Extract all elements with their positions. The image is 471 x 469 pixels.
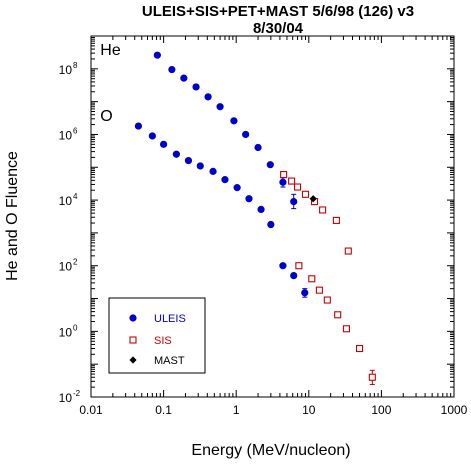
legend-marker-uleis: [129, 314, 137, 322]
data-point-uleis: [290, 272, 298, 280]
data-point-sis: [344, 247, 352, 255]
series-mast-he: [309, 195, 317, 203]
series-uleis-o: [134, 122, 309, 298]
y-tick-label-exponent: 6: [73, 126, 78, 135]
data-point-uleis: [148, 132, 156, 140]
data-point-uleis: [160, 140, 168, 148]
data-point-uleis: [301, 289, 309, 297]
data-point-uleis: [233, 184, 241, 192]
x-tick-label: 1000: [441, 403, 468, 417]
legend-marker-sis: [129, 336, 137, 344]
y-axis-label: He and O Fluence: [4, 151, 21, 281]
data-point-uleis: [168, 65, 176, 74]
x-tick-label: 1: [233, 403, 240, 417]
data-point-mast: [309, 195, 317, 203]
data-point-sis: [323, 296, 331, 304]
y-tick-label-base: 10: [59, 194, 73, 208]
annotation-o: O: [100, 108, 112, 125]
legend-box: [108, 297, 206, 374]
data-point-sis: [319, 206, 327, 214]
data-point-sis: [332, 216, 340, 224]
data-point-uleis: [221, 176, 229, 184]
data-point-uleis: [134, 122, 143, 130]
legend-label-uleis: ULEIS: [154, 313, 186, 325]
data-point-sis: [280, 171, 288, 179]
legend-marker-mast: [129, 356, 137, 364]
data-point-uleis: [196, 162, 204, 170]
data-point-uleis: [266, 161, 274, 169]
y-tick-label: 10 4: [59, 192, 78, 208]
x-tick-label: 10: [302, 403, 316, 417]
data-point-uleis: [245, 195, 253, 203]
data-point-sis: [342, 325, 350, 333]
y-tick-label: 10 0: [59, 323, 78, 339]
plot-frame: [90, 35, 455, 398]
data-point-sis: [368, 373, 376, 381]
data-point-uleis: [230, 117, 238, 125]
data-marks: [134, 51, 376, 386]
series-uleis-he: [153, 51, 298, 210]
x-axis-label: Energy (MeV/nucleon): [191, 442, 350, 459]
data-point-uleis: [192, 83, 200, 91]
y-axis-ticks: [91, 37, 454, 398]
annotation-he: He: [100, 42, 121, 59]
data-point-sis: [355, 344, 364, 353]
data-point-sis: [288, 177, 296, 185]
legend: ULEIS SIS MAST: [108, 297, 206, 374]
x-tick-label: 0.1: [155, 403, 172, 417]
y-tick-label-exponent: 0: [73, 323, 78, 332]
data-point-uleis: [242, 130, 250, 139]
y-tick-label-base: 10: [59, 325, 73, 339]
series-sis-o: [295, 262, 376, 386]
data-point-sis: [301, 190, 310, 198]
y-tick-label: 10 2: [59, 258, 78, 274]
y-tick-label-exponent: 8: [73, 61, 78, 70]
y-tick-label-base: 10: [59, 391, 73, 405]
data-point-uleis: [257, 205, 265, 214]
y-tick-label-base: 10: [59, 63, 73, 77]
y-tick-label-exponent: 2: [73, 258, 78, 267]
y-tick-label-base: 10: [59, 128, 73, 142]
y-tick-label: 10 -2: [59, 389, 81, 405]
y-tick-label: 10 8: [59, 61, 78, 77]
data-point-uleis: [204, 93, 212, 101]
x-axis-ticks: [90, 36, 452, 397]
data-point-sis: [334, 311, 342, 319]
data-point-uleis: [254, 143, 262, 152]
data-point-sis: [294, 183, 302, 191]
data-point-uleis: [279, 262, 287, 270]
y-tick-label-exponent: 4: [73, 192, 78, 201]
series-sis-he: [280, 171, 352, 255]
y-tick-label: 10 6: [59, 126, 78, 142]
legend-label-sis: SIS: [154, 335, 172, 347]
data-point-uleis: [172, 150, 180, 158]
data-point-uleis: [209, 167, 217, 175]
data-point-uleis: [184, 156, 193, 165]
y-tick-label-exponent: -2: [73, 389, 81, 398]
data-point-uleis: [153, 51, 161, 59]
data-point-uleis: [216, 103, 224, 111]
chart-subtitle: 8/30/04: [253, 20, 304, 37]
legend-label-mast: MAST: [154, 355, 185, 367]
data-point-uleis: [267, 220, 275, 229]
data-point-uleis: [290, 197, 298, 206]
x-tick-label: 100: [371, 403, 391, 417]
x-tick-label: 0.01: [79, 403, 103, 417]
data-point-uleis: [180, 74, 188, 82]
chart-title: ULEIS+SIS+PET+MAST 5/6/98 (126) v3: [142, 3, 414, 20]
data-point-sis: [315, 286, 323, 294]
legend-markers: [129, 314, 137, 364]
x-axis-tick-labels: 0.01 0.1 1 10 100 1000: [79, 403, 467, 417]
y-tick-label-base: 10: [59, 260, 73, 274]
data-point-uleis: [279, 178, 287, 186]
data-point-sis: [308, 275, 316, 283]
data-point-sis: [295, 262, 303, 270]
